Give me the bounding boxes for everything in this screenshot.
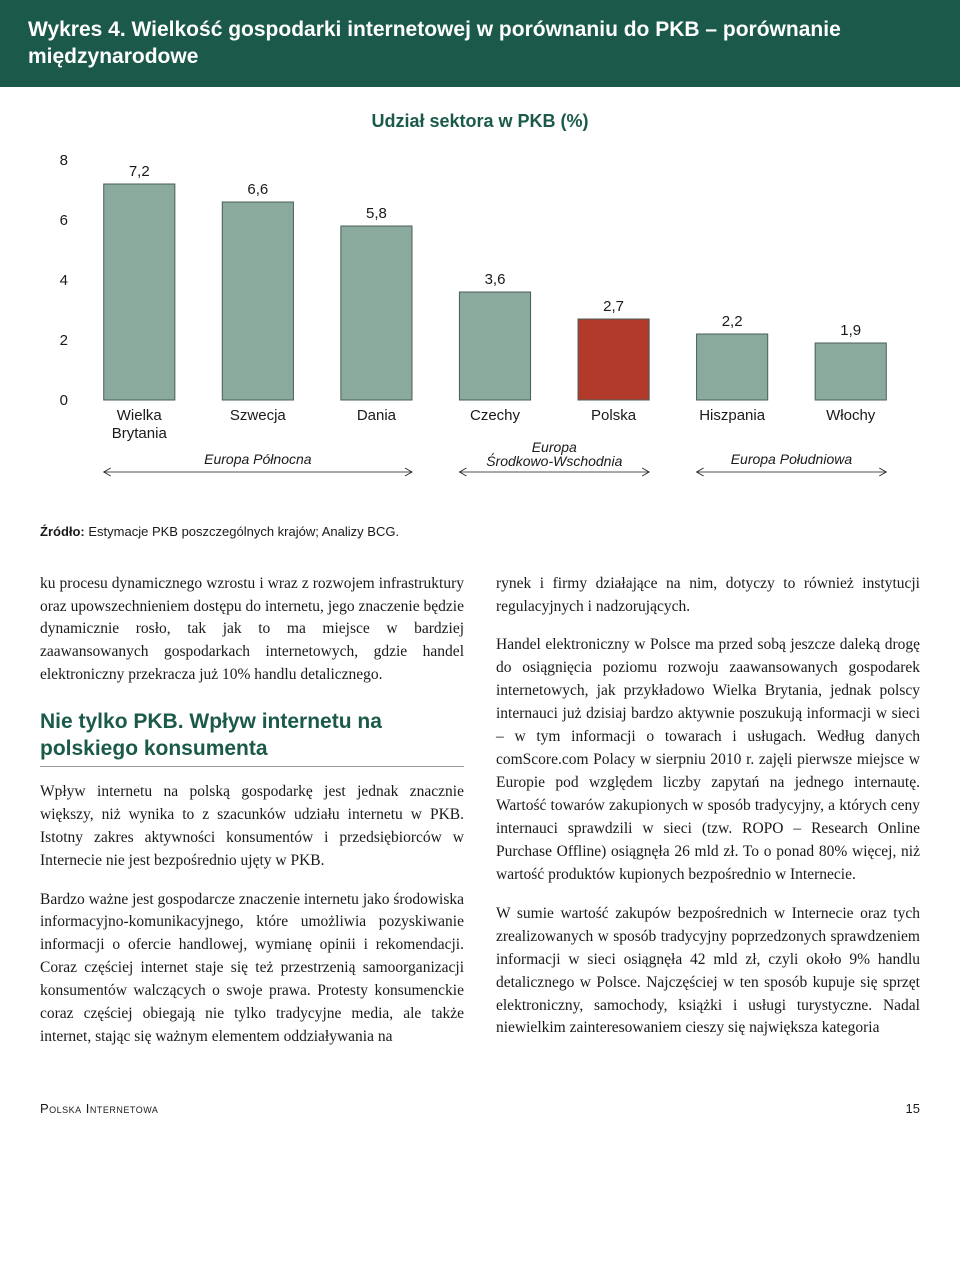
page-footer: Polska Internetowa 15 — [0, 1093, 960, 1136]
chart-title-bar: Wykres 4. Wielkość gospodarki internetow… — [0, 0, 960, 87]
svg-text:Dania: Dania — [357, 407, 397, 424]
chart-subtitle: Udział sektora w PKB (%) — [40, 111, 920, 132]
svg-text:1,9: 1,9 — [840, 322, 861, 339]
svg-text:Szwecja: Szwecja — [230, 407, 287, 424]
svg-text:3,6: 3,6 — [485, 271, 506, 288]
bar-chart: 0 2 4 6 8 7,2 WielkaBrytania 6,6 Szwecja 5,8 Dania… — [40, 150, 920, 510]
svg-text:6,6: 6,6 — [247, 181, 268, 198]
svg-text:Europa Północna: Europa Północna — [204, 451, 312, 467]
body-paragraph: W sumie wartość zakupów bezpośrednich w … — [496, 903, 920, 1041]
svg-text:Europa Południowa: Europa Południowa — [731, 451, 853, 467]
chart-container: Udział sektora w PKB (%) 0 2 4 6 8 7,2 WielkaB… — [0, 87, 960, 518]
body-paragraph: Bardzo ważne jest gospodarcze znaczenie … — [40, 889, 464, 1050]
body-columns: ku procesu dynamicznego wzrostu i wraz z… — [0, 557, 960, 1094]
chart-source: Źródło: Estymacje PKB poszczególnych kra… — [0, 518, 960, 557]
svg-text:Czechy: Czechy — [470, 407, 521, 424]
svg-text:Włochy: Włochy — [826, 407, 876, 424]
svg-text:6: 6 — [60, 212, 68, 229]
svg-text:8: 8 — [60, 152, 68, 169]
svg-text:Polska: Polska — [591, 407, 637, 424]
body-paragraph: ku procesu dynamicznego wzrostu i wraz z… — [40, 573, 464, 688]
footer-page-number: 15 — [906, 1101, 920, 1116]
svg-text:7,2: 7,2 — [129, 163, 150, 180]
svg-text:0: 0 — [60, 392, 68, 409]
chart-title-prefix: Wykres 4. — [28, 18, 126, 41]
svg-text:2,2: 2,2 — [722, 313, 743, 330]
svg-text:Wielka: Wielka — [117, 407, 163, 424]
svg-text:Brytania: Brytania — [112, 425, 168, 442]
svg-text:5,8: 5,8 — [366, 205, 387, 222]
body-paragraph: Wpływ internetu na polską gospodarkę jes… — [40, 781, 464, 873]
source-prefix: Źródło: — [40, 524, 85, 539]
footer-left: Polska Internetowa — [40, 1101, 158, 1116]
body-paragraph: Handel elektroniczny w Polsce ma przed s… — [496, 634, 920, 886]
body-paragraph: rynek i firmy działające na nim, dotyczy… — [496, 573, 920, 619]
left-column: ku procesu dynamicznego wzrostu i wraz z… — [40, 573, 464, 1066]
right-column: rynek i firmy działające na nim, dotyczy… — [496, 573, 920, 1066]
section-underline — [40, 766, 464, 767]
source-text: Estymacje PKB poszczególnych krajów; Ana… — [85, 524, 399, 539]
svg-text:Hiszpania: Hiszpania — [699, 407, 766, 424]
section-heading: Nie tylko PKB. Wpływ internetu na polski… — [40, 709, 464, 762]
svg-text:2: 2 — [60, 332, 68, 349]
svg-text:2,7: 2,7 — [603, 298, 624, 315]
svg-text:Środkowo-Wschodnia: Środkowo-Wschodnia — [486, 452, 622, 469]
chart-title-text: Wielkość gospodarki internetowej w porów… — [28, 18, 841, 68]
svg-text:4: 4 — [60, 272, 68, 289]
